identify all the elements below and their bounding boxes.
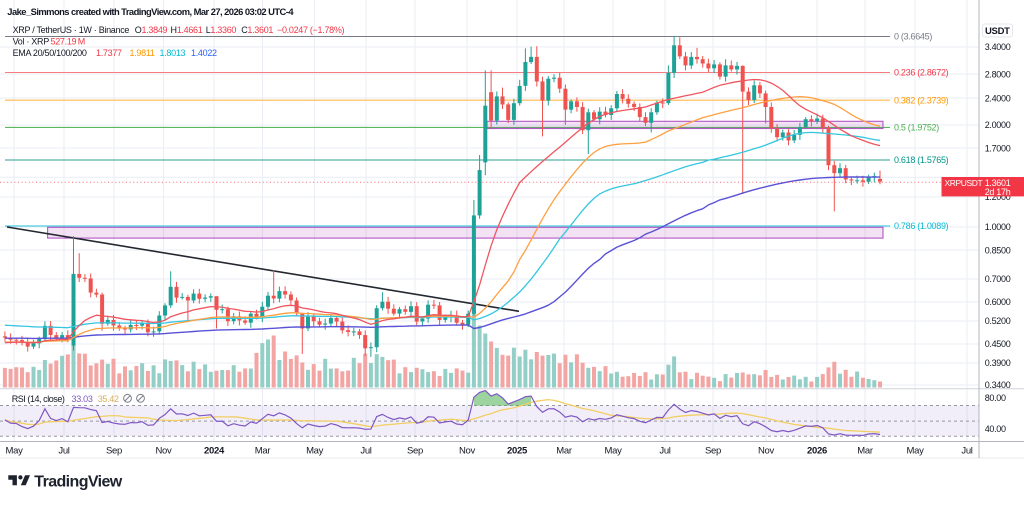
svg-text:2026: 2026 bbox=[807, 446, 827, 457]
svg-text:Nov: Nov bbox=[758, 446, 775, 457]
svg-text:0.7000: 0.7000 bbox=[985, 274, 1011, 284]
svg-text:40.00: 40.00 bbox=[985, 424, 1006, 434]
svg-text:Nov: Nov bbox=[156, 446, 173, 457]
svg-text:Sep: Sep bbox=[705, 446, 721, 457]
svg-text:Mar: Mar bbox=[255, 446, 271, 457]
svg-text:Jul: Jul bbox=[961, 446, 972, 457]
svg-text:2025: 2025 bbox=[507, 446, 528, 457]
svg-text:Jake_Simmons created with Trad: Jake_Simmons created with TradingView.co… bbox=[7, 6, 294, 17]
svg-text:USDT: USDT bbox=[985, 26, 1010, 37]
svg-text:May: May bbox=[306, 446, 324, 457]
svg-text:May: May bbox=[906, 446, 924, 457]
svg-text:Sep: Sep bbox=[407, 446, 423, 457]
svg-text:0.4500: 0.4500 bbox=[985, 339, 1011, 349]
svg-text:2.0000: 2.0000 bbox=[985, 120, 1011, 130]
svg-text:2.4000: 2.4000 bbox=[985, 94, 1011, 104]
svg-text:Mar: Mar bbox=[857, 446, 873, 457]
svg-text:Jul: Jul bbox=[58, 446, 69, 457]
svg-text:2d 17h: 2d 17h bbox=[985, 187, 1011, 197]
svg-text:0.6000: 0.6000 bbox=[985, 297, 1011, 307]
svg-text:Jul: Jul bbox=[360, 446, 371, 457]
svg-text:0.382 (2.3739): 0.382 (2.3739) bbox=[894, 95, 949, 105]
svg-text:0.236 (2.8672): 0.236 (2.8672) bbox=[894, 68, 949, 78]
svg-text:0.786 (1.0089): 0.786 (1.0089) bbox=[894, 221, 949, 231]
svg-text:0.8500: 0.8500 bbox=[985, 246, 1011, 256]
svg-text:80.00: 80.00 bbox=[985, 393, 1006, 403]
svg-text:2.8000: 2.8000 bbox=[985, 70, 1011, 80]
svg-text:0.618 (1.5765): 0.618 (1.5765) bbox=[894, 155, 949, 165]
svg-text:0.5 (1.9752): 0.5 (1.9752) bbox=[894, 123, 939, 133]
svg-text:Nov: Nov bbox=[459, 446, 476, 457]
svg-text:0.3400: 0.3400 bbox=[985, 380, 1011, 390]
svg-text:May: May bbox=[5, 446, 23, 457]
svg-text:May: May bbox=[604, 446, 622, 457]
svg-text:Jul: Jul bbox=[659, 446, 670, 457]
svg-text:TradingView: TradingView bbox=[34, 473, 123, 490]
svg-text:Mar: Mar bbox=[556, 446, 572, 457]
svg-text:1.0000: 1.0000 bbox=[985, 222, 1011, 232]
svg-text:3.4000: 3.4000 bbox=[985, 42, 1011, 52]
svg-text:0.5200: 0.5200 bbox=[985, 316, 1011, 326]
svg-text:Sep: Sep bbox=[106, 446, 122, 457]
svg-text:0 (3.6645): 0 (3.6645) bbox=[894, 32, 932, 42]
svg-text:2024: 2024 bbox=[204, 446, 225, 457]
svg-text:0.3900: 0.3900 bbox=[985, 358, 1011, 368]
svg-text:XRPUSDT: XRPUSDT bbox=[945, 178, 983, 188]
svg-text:1.7000: 1.7000 bbox=[985, 144, 1011, 154]
